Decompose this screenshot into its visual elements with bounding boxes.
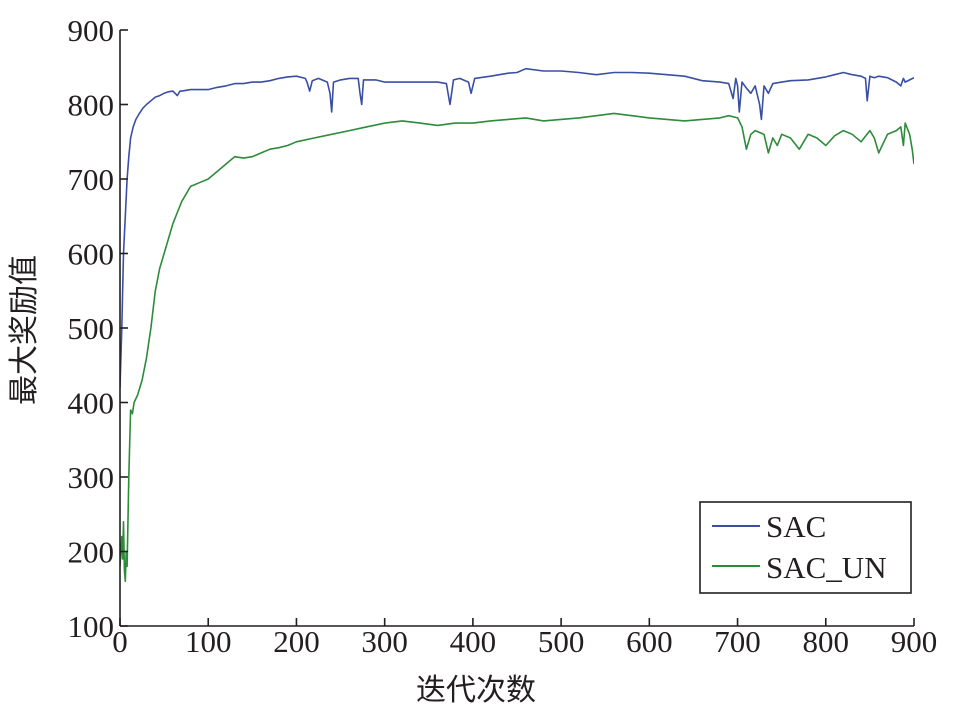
x-tick-label: 400	[450, 624, 497, 659]
y-tick-label: 300	[68, 460, 115, 495]
legend: SAC SAC_UN	[699, 501, 912, 594]
series-line-sac	[120, 67, 914, 388]
x-tick-label: 800	[803, 624, 850, 659]
x-axis-title: 迭代次数	[416, 673, 536, 708]
y-tick-label: 900	[68, 13, 115, 48]
y-axis-title: 最大奖励值	[7, 255, 42, 405]
y-tick-label: 100	[68, 609, 115, 644]
plot-area	[120, 67, 914, 583]
x-tick-label: 900	[891, 624, 938, 659]
y-tick-label: 700	[68, 162, 115, 197]
legend-label-sac-un: SAC_UN	[766, 550, 887, 585]
x-tick-label: 0	[112, 624, 128, 659]
series-line-sac-un	[120, 112, 914, 583]
y-tick-label: 400	[68, 386, 115, 421]
legend-box	[699, 501, 912, 594]
series-layer	[120, 67, 914, 583]
x-tick-label: 300	[361, 624, 408, 659]
x-tick-label: 600	[626, 624, 673, 659]
x-tick-label: 200	[273, 624, 320, 659]
y-tick-label: 200	[68, 535, 115, 570]
x-tick-label: 100	[185, 624, 232, 659]
y-ticks: 100 200 300 400 500 600 700 800 900	[68, 13, 128, 644]
y-tick-label: 800	[68, 88, 115, 123]
y-tick-label: 600	[68, 237, 115, 272]
x-ticks: 0 100 200 300 400 500 600 700 800 900	[112, 618, 937, 659]
legend-label-sac: SAC	[766, 509, 826, 544]
x-tick-label: 700	[714, 624, 761, 659]
x-tick-label: 500	[538, 624, 585, 659]
y-tick-label: 500	[68, 311, 115, 346]
